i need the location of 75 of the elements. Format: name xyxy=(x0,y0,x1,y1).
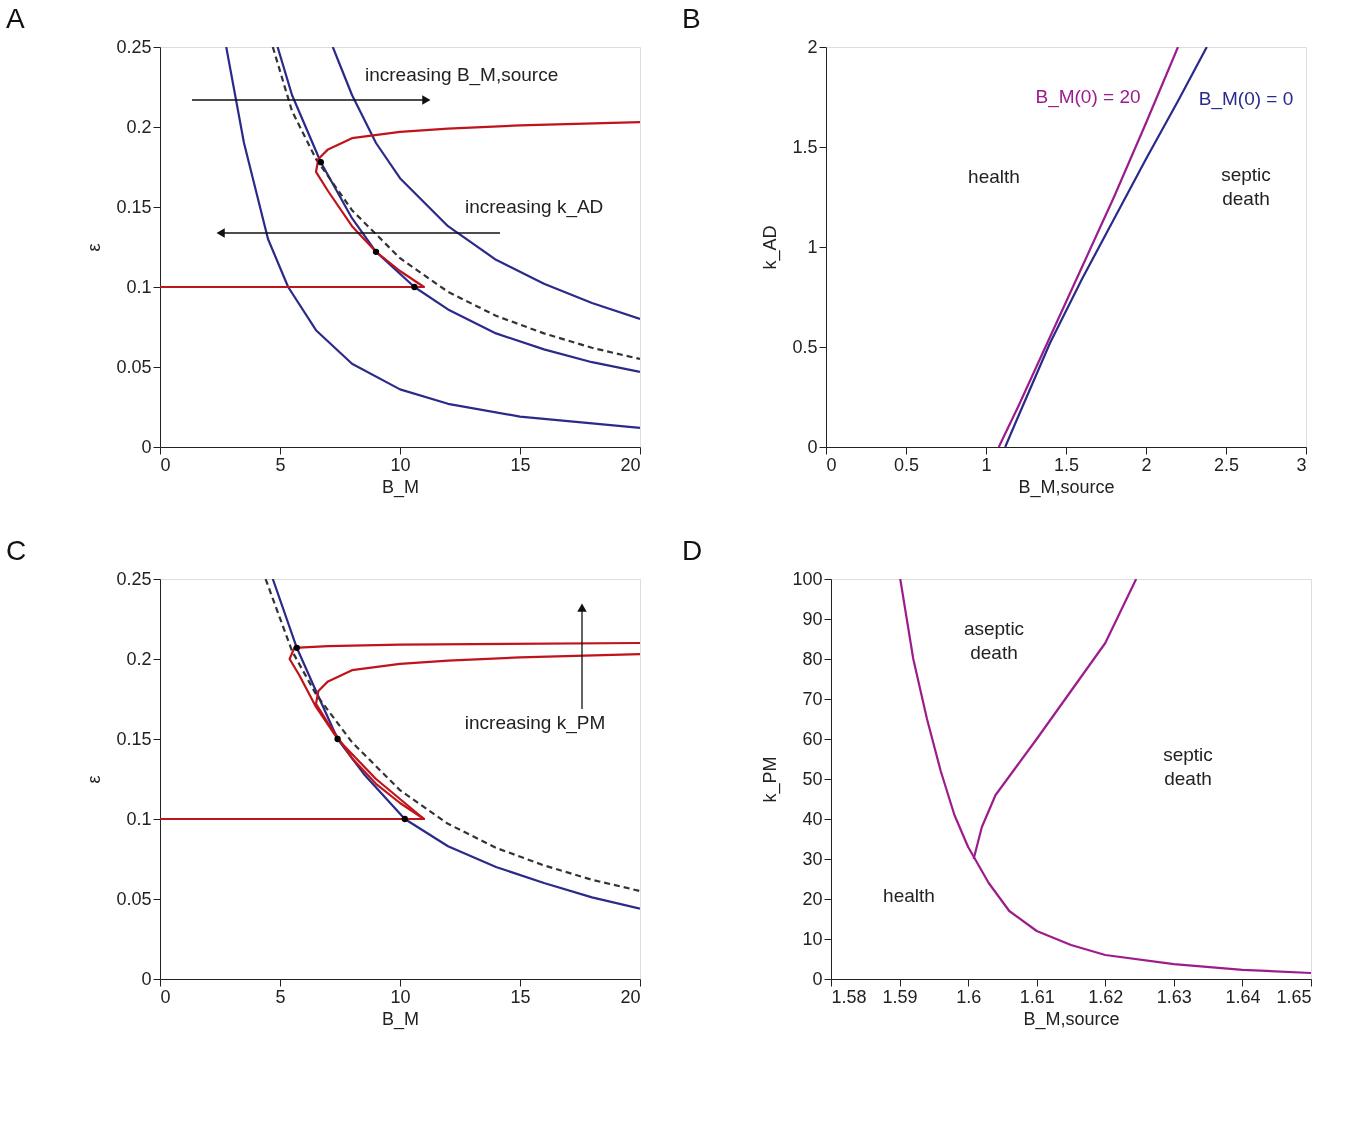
x-tick-label: 1.65 xyxy=(1276,986,1312,1007)
y-tick-label: 0.2 xyxy=(126,648,152,669)
y-tick-label: 0 xyxy=(141,968,152,989)
x-axis-title: B_M,source xyxy=(1018,476,1115,498)
y-tick-label: 0 xyxy=(807,436,818,457)
y-tick-label: 0.25 xyxy=(116,568,152,589)
x-tick-label: 1 xyxy=(981,454,992,475)
y-tick-label: 50 xyxy=(802,768,823,789)
x-tick-label: 10 xyxy=(390,986,411,1007)
x-tick-label: 10 xyxy=(390,454,411,475)
y-axis-title: k_PM xyxy=(760,756,782,803)
x-tick-label: 5 xyxy=(275,454,286,475)
y-tick-label: 0.25 xyxy=(116,36,152,57)
y-tick-label: 0.2 xyxy=(126,116,152,137)
y-tick-label: 0.5 xyxy=(792,336,818,357)
annotation: increasing k_AD xyxy=(465,196,604,218)
y-axis-title: k_AD xyxy=(760,225,782,270)
y-tick-label: 60 xyxy=(802,728,823,749)
x-axis-title: B_M xyxy=(381,476,420,498)
y-tick-label: 100 xyxy=(792,568,823,589)
y-axis-title: ε xyxy=(84,243,105,252)
x-axis-title: B_M xyxy=(381,1008,420,1030)
x-tick-label: 1.63 xyxy=(1156,986,1192,1007)
annotation: increasing B_M,source xyxy=(365,64,559,86)
series-label: B_M(0) = 0 xyxy=(1198,88,1294,110)
annotation: health xyxy=(968,166,1020,187)
annotation: septic death xyxy=(1221,164,1271,209)
x-tick-label: 1.64 xyxy=(1225,986,1261,1007)
annotation: aseptic death xyxy=(963,618,1025,663)
series-label: B_M(0) = 20 xyxy=(1035,86,1141,108)
chart-title: C xyxy=(5,535,27,566)
chart-title: A xyxy=(5,3,25,34)
chart-title: B xyxy=(681,3,701,34)
y-tick-label: 30 xyxy=(802,848,823,869)
x-tick-label: 1.61 xyxy=(1019,986,1055,1007)
y-tick-label: 90 xyxy=(802,608,823,629)
y-tick-label: 0.15 xyxy=(116,196,152,217)
x-tick-label: 0.5 xyxy=(893,454,920,475)
y-tick-label: 0 xyxy=(812,968,823,989)
x-axis-title: B_M,source xyxy=(1023,1008,1120,1030)
x-tick-label: 0 xyxy=(826,454,837,475)
y-tick-label: 0.05 xyxy=(116,356,152,377)
y-tick-label: 0 xyxy=(141,436,152,457)
y-tick-label: 0.15 xyxy=(116,728,152,749)
y-tick-label: 70 xyxy=(802,688,823,709)
x-tick-label: 20 xyxy=(620,454,641,475)
y-axis-title: ε xyxy=(84,775,105,784)
x-tick-label: 1.6 xyxy=(956,986,982,1007)
x-tick-label: 1.62 xyxy=(1088,986,1124,1007)
chart-title: D xyxy=(681,535,703,566)
y-tick-label: 20 xyxy=(802,888,823,909)
annotation: increasing k_PM xyxy=(464,712,606,734)
x-tick-label: 0 xyxy=(160,986,171,1007)
annotation: health xyxy=(883,885,935,906)
y-tick-label: 0.05 xyxy=(116,888,152,909)
x-tick-label: 1.58 xyxy=(831,986,867,1007)
y-tick-label: 1 xyxy=(807,236,818,257)
y-tick-label: 40 xyxy=(802,808,823,829)
y-tick-label: 0.1 xyxy=(126,276,152,297)
x-tick-label: 2 xyxy=(1141,454,1152,475)
y-tick-label: 10 xyxy=(802,928,823,949)
x-tick-label: 1.59 xyxy=(882,986,918,1007)
y-tick-label: 2 xyxy=(807,36,818,57)
y-tick-label: 0.1 xyxy=(126,808,152,829)
x-tick-label: 20 xyxy=(620,986,641,1007)
y-tick-label: 1.5 xyxy=(792,136,818,157)
x-tick-label: 15 xyxy=(510,454,531,475)
x-tick-label: 2.5 xyxy=(1213,454,1240,475)
annotation: septic death xyxy=(1163,744,1213,789)
y-tick-label: 80 xyxy=(802,648,823,669)
x-tick-label: 15 xyxy=(510,986,531,1007)
x-tick-label: 3 xyxy=(1296,454,1307,475)
x-tick-label: 0 xyxy=(160,454,171,475)
x-tick-label: 5 xyxy=(275,986,286,1007)
x-tick-label: 1.5 xyxy=(1053,454,1080,475)
